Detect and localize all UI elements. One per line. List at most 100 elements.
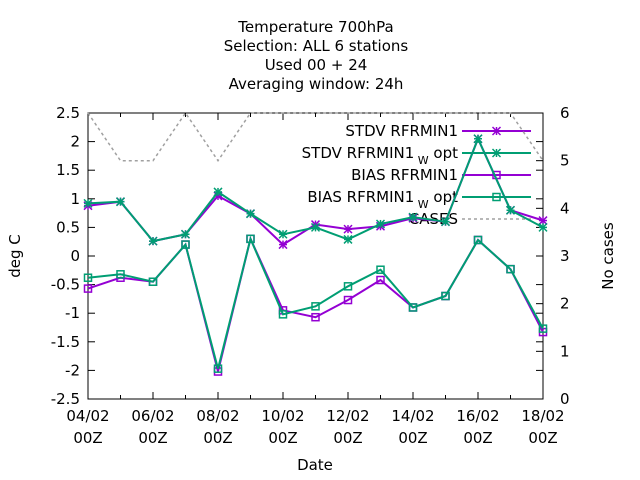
x-axis: 04/02 00Z 06/02 00Z 08/02 00Z 10/02 00Z 12/02 00Z… [66, 113, 565, 447]
star-marker-d2 [83, 198, 93, 208]
y2-tick-label: 2 [560, 295, 570, 313]
legend-label: BIAS RFRMIN1 W opt [307, 188, 458, 211]
y2-tick-label: 5 [560, 152, 570, 170]
chart-title-line: Selection: ALL 6 stations [224, 37, 409, 55]
legend-label-main: STDV RFRMIN1 [345, 122, 458, 140]
y-tick-label: 0.5 [56, 218, 80, 236]
x-axis-label: Date [297, 456, 333, 474]
legend-label-main: STDV RFRMIN1 [302, 144, 415, 162]
square-marker [116, 270, 125, 279]
x-tick-label: 16/02 [456, 407, 499, 425]
star-marker-d2 [505, 205, 516, 215]
y2-tick-label: 6 [560, 104, 570, 122]
square-marker [473, 235, 483, 245]
x-tick-label: 00Z [268, 429, 297, 447]
star-marker-d2 [278, 240, 288, 250]
x-tick-label: 14/02 [391, 407, 434, 425]
series-3 [83, 234, 548, 373]
series-1 [83, 134, 548, 246]
star-marker-d2 [310, 222, 321, 232]
x-tick-label: 18/02 [521, 407, 564, 425]
y-tick-label: -1 [65, 304, 80, 322]
y2-tick-label: 1 [560, 342, 570, 360]
star-marker-d2 [408, 212, 418, 222]
star-marker-d2 [343, 234, 353, 244]
y2-tick-label: 4 [560, 199, 570, 217]
star-marker-d2 [538, 222, 548, 232]
square-marker [538, 324, 548, 333]
square-marker [278, 310, 288, 319]
star-marker-d2 [343, 224, 353, 234]
square-marker [506, 264, 515, 274]
square-marker [441, 291, 450, 301]
y-tick-label: -1.5 [51, 333, 80, 351]
y-tick-label: 2 [70, 133, 80, 151]
series-layer [83, 111, 548, 376]
star-marker-d2 [440, 217, 451, 227]
y-axis-label: deg C [6, 234, 24, 278]
square-marker [83, 273, 93, 282]
star-marker-d2 [180, 229, 191, 239]
square-marker [311, 312, 320, 322]
square-marker [246, 234, 255, 244]
legend-label-suffix: opt [429, 188, 458, 206]
y-tick-label: -2.5 [51, 390, 80, 408]
legend-label-suffix: opt [429, 144, 458, 162]
x-tick-label: 00Z [528, 429, 557, 447]
square-marker [376, 275, 385, 285]
star-marker-d2 [473, 134, 483, 144]
legend-label-main: BIAS RFRMIN1 [307, 188, 414, 206]
legend-label-subscript: W [414, 154, 428, 167]
legend-label: STDV RFRMIN1 W opt [302, 144, 458, 167]
x-tick-label: 06/02 [131, 407, 174, 425]
legend-label-main: BIAS RFRMIN1 [351, 166, 458, 184]
star-marker-d2 [148, 236, 158, 246]
x-tick-label: 10/02 [261, 407, 304, 425]
square-marker [343, 282, 353, 291]
legend-label: STDV RFRMIN1 [345, 122, 458, 140]
legend-label: BIAS RFRMIN1 [351, 166, 458, 184]
y2-axis-label: No cases [599, 222, 617, 290]
star-marker-d2 [278, 229, 288, 239]
square-marker [492, 192, 501, 202]
square-marker [181, 240, 190, 249]
y-tick-label: 1.5 [56, 161, 80, 179]
x-tick-label: 00Z [73, 429, 102, 447]
y-axis: -2.5 -2 -1.5 -1 -0.5 0 0.5 1 1.5 2 2.5 [51, 104, 543, 408]
square-marker [408, 303, 418, 312]
y2-tick-label: 0 [560, 390, 570, 408]
x-tick-label: 00Z [138, 429, 167, 447]
star-marker-d2 [491, 126, 502, 136]
y-tick-label: -0.5 [51, 276, 80, 294]
square-marker [343, 295, 353, 305]
series-4 [87, 111, 544, 163]
y-tick-label: -2 [65, 361, 80, 379]
chart-title-line: Used 00 + 24 [265, 56, 368, 74]
y-tick-label: 0 [70, 247, 80, 265]
series-line [87, 111, 544, 163]
x-tick-label: 08/02 [196, 407, 239, 425]
square-marker [83, 284, 93, 293]
star-marker-d2 [115, 197, 126, 207]
legend-label-subscript: W [414, 198, 428, 211]
y2-axis: 0 1 2 3 4 5 6 [536, 104, 570, 408]
square-marker [213, 364, 223, 373]
chart-title-line: Averaging window: 24h [229, 75, 404, 93]
x-tick-label: 12/02 [326, 407, 369, 425]
star-marker-d2 [375, 219, 386, 229]
x-tick-label: 00Z [333, 429, 362, 447]
star-marker-d2 [245, 209, 256, 219]
star-marker-d2 [538, 216, 548, 226]
square-marker [148, 277, 158, 286]
x-tick-label: 00Z [203, 429, 232, 447]
square-marker [376, 265, 385, 274]
y-tick-label: 1 [70, 190, 80, 208]
star-marker-d2 [491, 148, 502, 158]
x-tick-label: 04/02 [66, 407, 109, 425]
star-marker-d2 [213, 187, 223, 197]
x-tick-label: 00Z [463, 429, 492, 447]
y-tick-label: 2.5 [56, 104, 80, 122]
